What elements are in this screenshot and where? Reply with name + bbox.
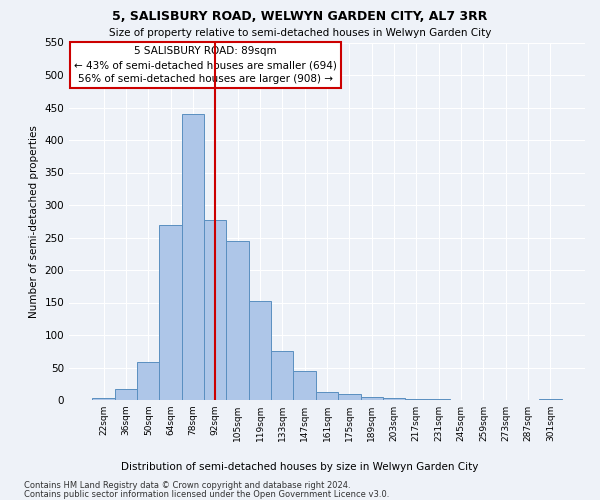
Bar	[316, 392, 338, 400]
Bar	[249, 300, 271, 400]
Text: Distribution of semi-detached houses by size in Welwyn Garden City: Distribution of semi-detached houses by …	[121, 462, 479, 472]
Bar	[160, 224, 182, 400]
Bar	[338, 394, 361, 400]
Text: 5 SALISBURY ROAD: 89sqm
← 43% of semi-detached houses are smaller (694)
56% of s: 5 SALISBURY ROAD: 89sqm ← 43% of semi-de…	[74, 46, 337, 84]
Bar	[271, 352, 293, 400]
Bar	[204, 220, 226, 400]
Text: Size of property relative to semi-detached houses in Welwyn Garden City: Size of property relative to semi-detach…	[109, 28, 491, 38]
Bar	[182, 114, 204, 400]
Bar	[92, 398, 115, 400]
Bar	[405, 398, 428, 400]
Bar	[293, 371, 316, 400]
Y-axis label: Number of semi-detached properties: Number of semi-detached properties	[29, 125, 39, 318]
Bar	[361, 397, 383, 400]
Text: Contains HM Land Registry data © Crown copyright and database right 2024.: Contains HM Land Registry data © Crown c…	[24, 481, 350, 490]
Text: Contains public sector information licensed under the Open Government Licence v3: Contains public sector information licen…	[24, 490, 389, 499]
Bar	[226, 241, 249, 400]
Bar	[115, 389, 137, 400]
Text: 5, SALISBURY ROAD, WELWYN GARDEN CITY, AL7 3RR: 5, SALISBURY ROAD, WELWYN GARDEN CITY, A…	[112, 10, 488, 23]
Bar	[137, 362, 160, 400]
Bar	[383, 398, 405, 400]
